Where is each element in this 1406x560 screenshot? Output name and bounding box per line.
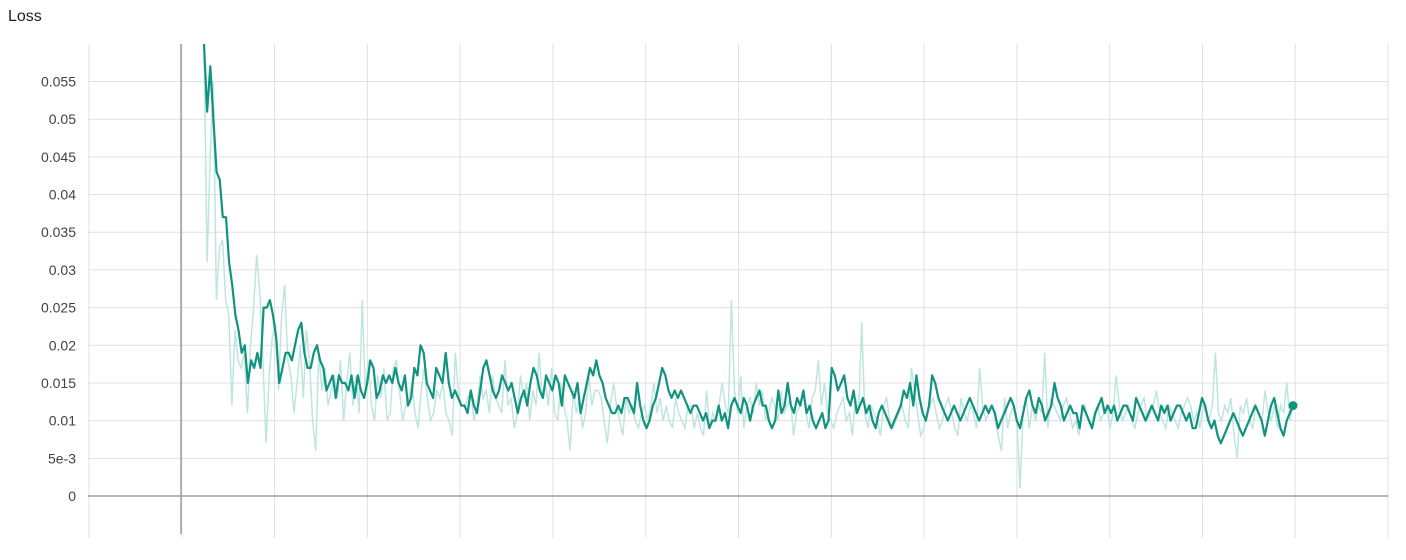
chart-title: Loss (8, 8, 42, 25)
y-tick-label: 0.05 (49, 111, 76, 127)
y-tick-label: 5e-3 (48, 450, 76, 466)
y-tick-label: 0.045 (41, 149, 76, 165)
y-tick-label: 0.055 (41, 74, 76, 90)
y-tick-label: 0 (68, 488, 76, 504)
y-tick-label: 0.03 (49, 262, 76, 278)
smoothed-loss-line (202, 43, 1295, 445)
y-tick-label: 0.04 (49, 187, 76, 203)
x-gridlines (88, 44, 1389, 538)
last-point-marker (1288, 401, 1298, 411)
raw-loss-line (203, 43, 1294, 489)
y-tick-labels: 0 5e-3 0.01 0.015 0.02 0.025 0.03 0.035 0.04 0.04… (41, 74, 76, 504)
y-tick-label: 0.015 (41, 375, 76, 391)
y-tick-label: 0.02 (49, 337, 76, 353)
y-gridlines (88, 81, 1388, 459)
y-tick-label: 0.025 (41, 300, 76, 316)
y-tick-label: 0.035 (41, 224, 76, 240)
y-tick-label: 0.01 (49, 413, 76, 429)
